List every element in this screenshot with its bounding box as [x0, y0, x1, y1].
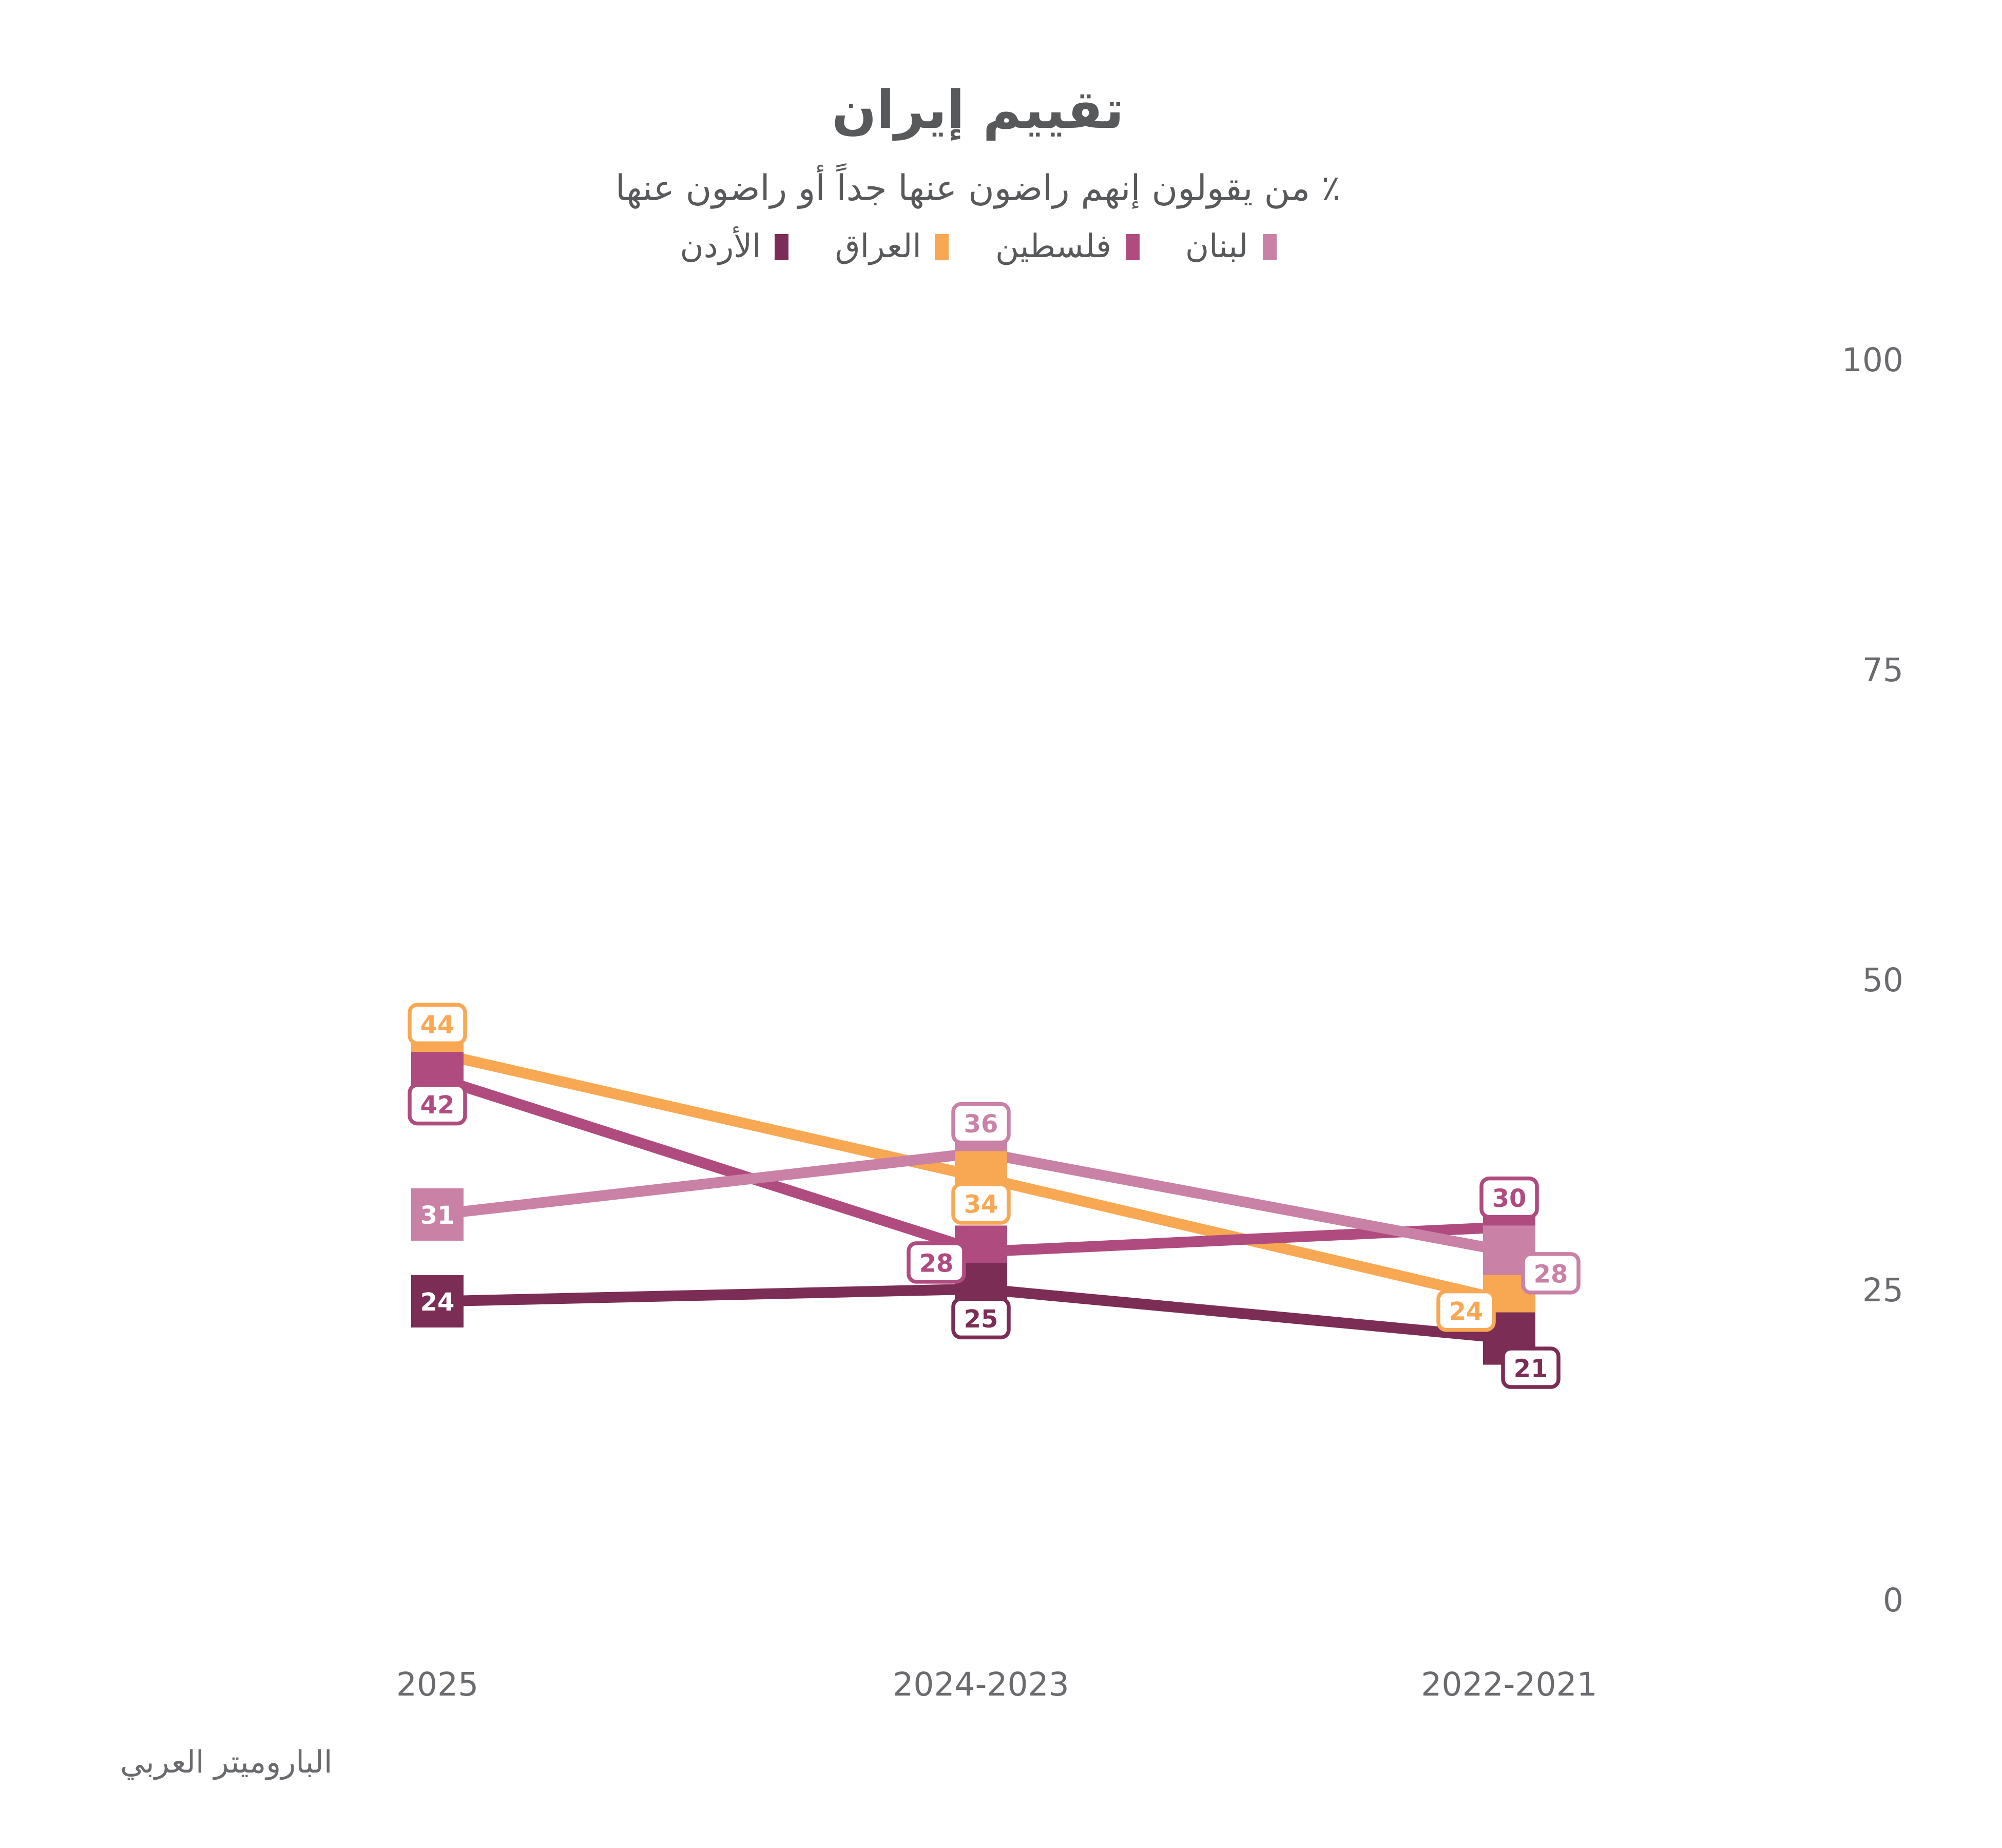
chart-title: تقييم إيران [832, 80, 1124, 142]
value-label-box-palestine [907, 1241, 966, 1284]
x-tick-label: 2024-2023 [893, 1666, 1069, 1703]
legend-item-palestine: فلسطين [995, 228, 1139, 265]
legend: لبنان فلسطين العراق الأردن [0, 228, 1956, 265]
chart-subtitle: ٪ من يقولون إنهم راضون عنها جداً أو راضو… [615, 169, 1341, 209]
value-label-box-jordan [1501, 1346, 1561, 1389]
source-credit: الباروميتر العربي [120, 1743, 333, 1780]
x-tick-label: 2025 [396, 1666, 478, 1703]
value-label-box-jordan [951, 1297, 1011, 1340]
y-tick-label: 100 [1842, 341, 1903, 379]
value-label-palestine: 30 [1492, 1184, 1527, 1213]
legend-swatch-iraq-icon [935, 233, 949, 260]
legend-item-iraq: العراق [835, 228, 949, 265]
value-label-iraq: 34 [964, 1190, 998, 1219]
value-label-iraq: 44 [420, 1011, 455, 1040]
value-label-lebanon: 36 [964, 1110, 998, 1139]
legend-label-jordan: الأردن [680, 228, 761, 265]
marker-jordan [411, 1275, 464, 1328]
legend-label-lebanon: لبنان [1185, 228, 1248, 265]
legend-item-lebanon: لبنان [1185, 228, 1276, 265]
legend-label-palestine: فلسطين [995, 228, 1111, 265]
value-label-box-lebanon [1521, 1252, 1581, 1295]
value-label-palestine: 28 [919, 1249, 954, 1278]
value-label-box-iraq [408, 1003, 467, 1046]
marker-lebanon [411, 1188, 464, 1241]
y-tick-label: 0 [1883, 1582, 1903, 1619]
value-label-lebanon: 31 [420, 1201, 455, 1230]
legend-label-iraq: العراق [835, 228, 921, 265]
legend-swatch-lebanon-icon [1262, 233, 1276, 260]
x-tick-label: 2022-2021 [1421, 1666, 1597, 1703]
value-label-box-palestine [1479, 1176, 1539, 1219]
y-tick-label: 25 [1862, 1272, 1903, 1309]
legend-swatch-palestine-icon [1125, 233, 1139, 260]
value-label-box-lebanon [951, 1102, 1011, 1145]
value-label-jordan: 24 [420, 1288, 455, 1317]
legend-swatch-jordan-icon [775, 233, 789, 260]
legend-item-jordan: الأردن [680, 228, 789, 265]
value-label-palestine: 42 [420, 1091, 455, 1120]
value-label-iraq: 24 [1449, 1297, 1484, 1326]
value-label-box-iraq [1436, 1289, 1496, 1332]
y-tick-label: 50 [1862, 961, 1903, 999]
value-label-jordan: 25 [964, 1305, 998, 1334]
value-label-jordan: 21 [1514, 1355, 1548, 1383]
y-tick-label: 75 [1862, 651, 1903, 689]
value-label-lebanon: 28 [1534, 1260, 1568, 1288]
value-label-box-palestine [408, 1083, 467, 1126]
value-label-box-iraq [951, 1182, 1011, 1225]
